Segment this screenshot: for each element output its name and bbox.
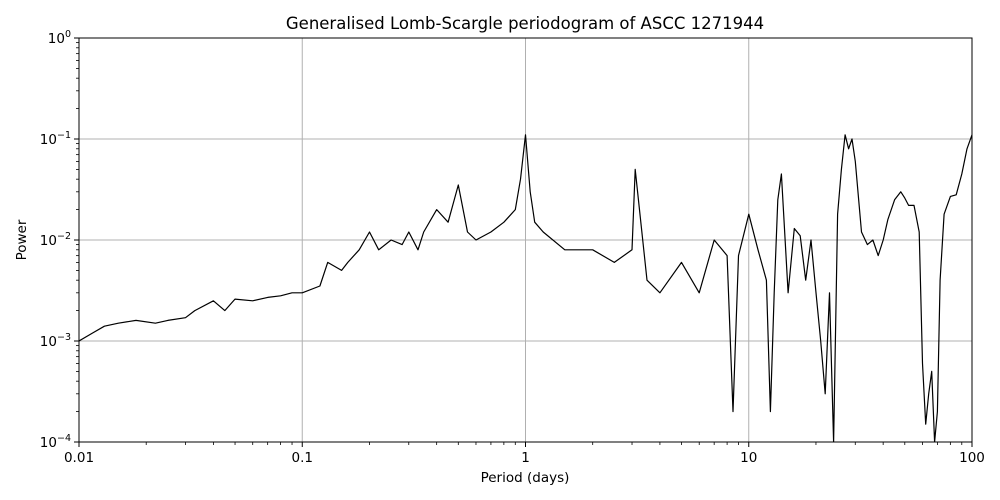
y-tick-labels: 10−4 10−3 10−2 10−1 100: [40, 29, 71, 451]
series-layer: [79, 134, 972, 442]
y-tick-label: 10−4: [40, 433, 71, 451]
y-tick-label: 10−3: [40, 332, 71, 350]
y-tick-label: 10−1: [40, 130, 71, 148]
chart-title: Generalised Lomb-Scargle periodogram of …: [286, 14, 764, 33]
x-tick-label: 0.01: [64, 450, 94, 466]
axis-ticks: [74, 37, 973, 447]
x-tick-label: 0.1: [292, 450, 313, 466]
y-axis-label: Power: [14, 219, 30, 260]
y-tick-label: 10−2: [40, 231, 71, 249]
x-tick-label: 10: [740, 450, 757, 466]
y-tick-label: 100: [48, 29, 71, 47]
x-tick-labels: 0.01 0.1 1 10 100: [64, 450, 985, 466]
x-axis-label: Period (days): [481, 470, 570, 486]
periodogram-line: [79, 134, 972, 442]
x-tick-label: 1: [521, 450, 530, 466]
x-tick-label: 100: [959, 450, 985, 466]
